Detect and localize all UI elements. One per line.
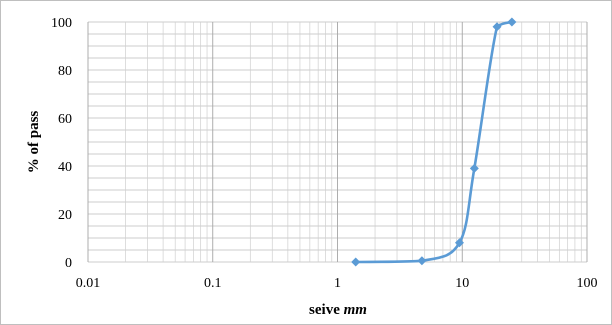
x-tick-label: 0.01	[76, 276, 101, 291]
y-tick-label: 100	[51, 16, 72, 31]
y-tick-label: 40	[58, 160, 72, 175]
data-point-marker	[351, 257, 361, 267]
x-tick-label: 0.1	[204, 276, 222, 291]
data-series	[351, 17, 517, 267]
y-tick-label: 20	[58, 208, 72, 223]
data-point-marker	[417, 256, 427, 266]
x-tick-labels: 0.01 0.1 1 10 100	[76, 276, 598, 291]
data-point-marker	[469, 163, 479, 173]
y-tick-label: 80	[58, 64, 72, 79]
y-tick-labels: 0 20 40 60 80 100	[51, 16, 72, 271]
y-tick-label: 60	[58, 112, 72, 127]
x-axis-title: seive mm	[309, 302, 367, 318]
y-tick-label: 0	[65, 256, 72, 271]
x-tick-label: 10	[455, 276, 469, 291]
x-axis-unit: mm	[344, 302, 367, 318]
y-axis-title: % of pass	[26, 111, 42, 174]
x-axis-title-text: seive	[309, 302, 340, 318]
grid	[87, 21, 588, 263]
x-tick-label: 100	[577, 276, 598, 291]
data-point-marker	[454, 238, 464, 248]
data-point-marker	[492, 22, 502, 32]
data-point-marker	[507, 17, 517, 27]
x-tick-label: 1	[334, 276, 341, 291]
